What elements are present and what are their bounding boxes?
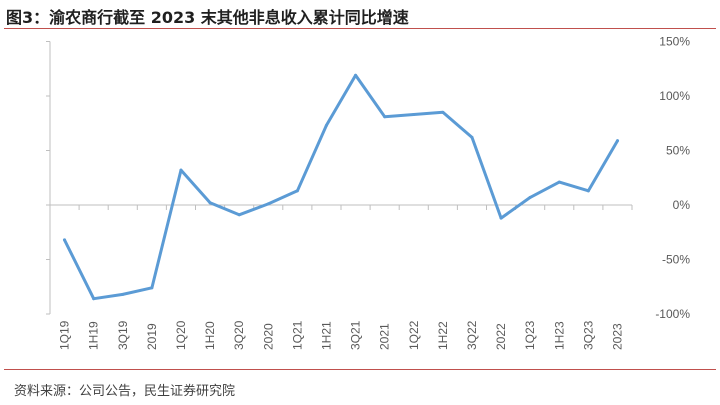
x-tick-label: 3Q21 <box>349 320 363 350</box>
x-tick-label: 2022 <box>494 323 508 350</box>
data-point <box>470 135 474 139</box>
data-point <box>179 168 183 172</box>
data-point <box>237 213 241 217</box>
y-tick-label: 0% <box>673 198 691 212</box>
y-tick-label: 50% <box>666 144 690 158</box>
x-tick-label: 3Q20 <box>232 320 246 350</box>
data-point <box>383 115 387 119</box>
chart-title: 图3：渝农商行截至 2023 末其他非息收入累计同比增速 <box>6 8 409 27</box>
y-tick-label: -100% <box>655 307 690 321</box>
data-point <box>557 180 561 184</box>
data-point <box>150 286 154 290</box>
x-tick-label: 1H23 <box>552 321 566 350</box>
x-tick-label: 2023 <box>610 323 624 350</box>
title-divider <box>4 28 716 29</box>
data-point <box>266 202 270 206</box>
y-tick-label: 100% <box>659 89 690 103</box>
x-tick-label: 1H19 <box>87 321 101 350</box>
x-tick-label: 1Q21 <box>290 320 304 350</box>
x-tick-label: 1H21 <box>319 321 333 350</box>
data-point <box>354 73 358 77</box>
x-tick-label: 3Q23 <box>581 320 595 350</box>
data-point <box>63 238 67 242</box>
footer-divider <box>4 369 716 370</box>
y-tick-label: -50% <box>662 253 690 267</box>
data-point <box>412 113 416 117</box>
x-tick-label: 3Q19 <box>116 320 130 350</box>
x-tick-label: 1Q23 <box>523 320 537 350</box>
x-tick-label: 1Q19 <box>58 320 72 350</box>
data-point <box>295 189 299 193</box>
data-point <box>441 110 445 114</box>
x-tick-label: 2021 <box>378 323 392 350</box>
data-point <box>586 189 590 193</box>
data-point <box>208 201 212 205</box>
x-tick-label: 1H22 <box>436 321 450 350</box>
source-note: 资料来源：公司公告，民生证券研究院 <box>14 384 236 399</box>
data-point <box>615 139 619 143</box>
series-line <box>63 73 619 301</box>
x-tick-label: 1Q20 <box>174 320 188 350</box>
x-tick-label: 2020 <box>261 323 275 350</box>
x-tick-label: 2019 <box>145 323 159 350</box>
data-point <box>528 195 532 199</box>
data-point <box>324 123 328 127</box>
x-tick-label: 1H20 <box>203 321 217 350</box>
data-point <box>121 292 125 296</box>
x-tick-label: 3Q22 <box>465 320 479 350</box>
y-tick-label: 150% <box>659 35 690 49</box>
data-point <box>92 297 96 301</box>
data-point <box>499 216 503 220</box>
x-tick-label: 1Q22 <box>407 320 421 350</box>
